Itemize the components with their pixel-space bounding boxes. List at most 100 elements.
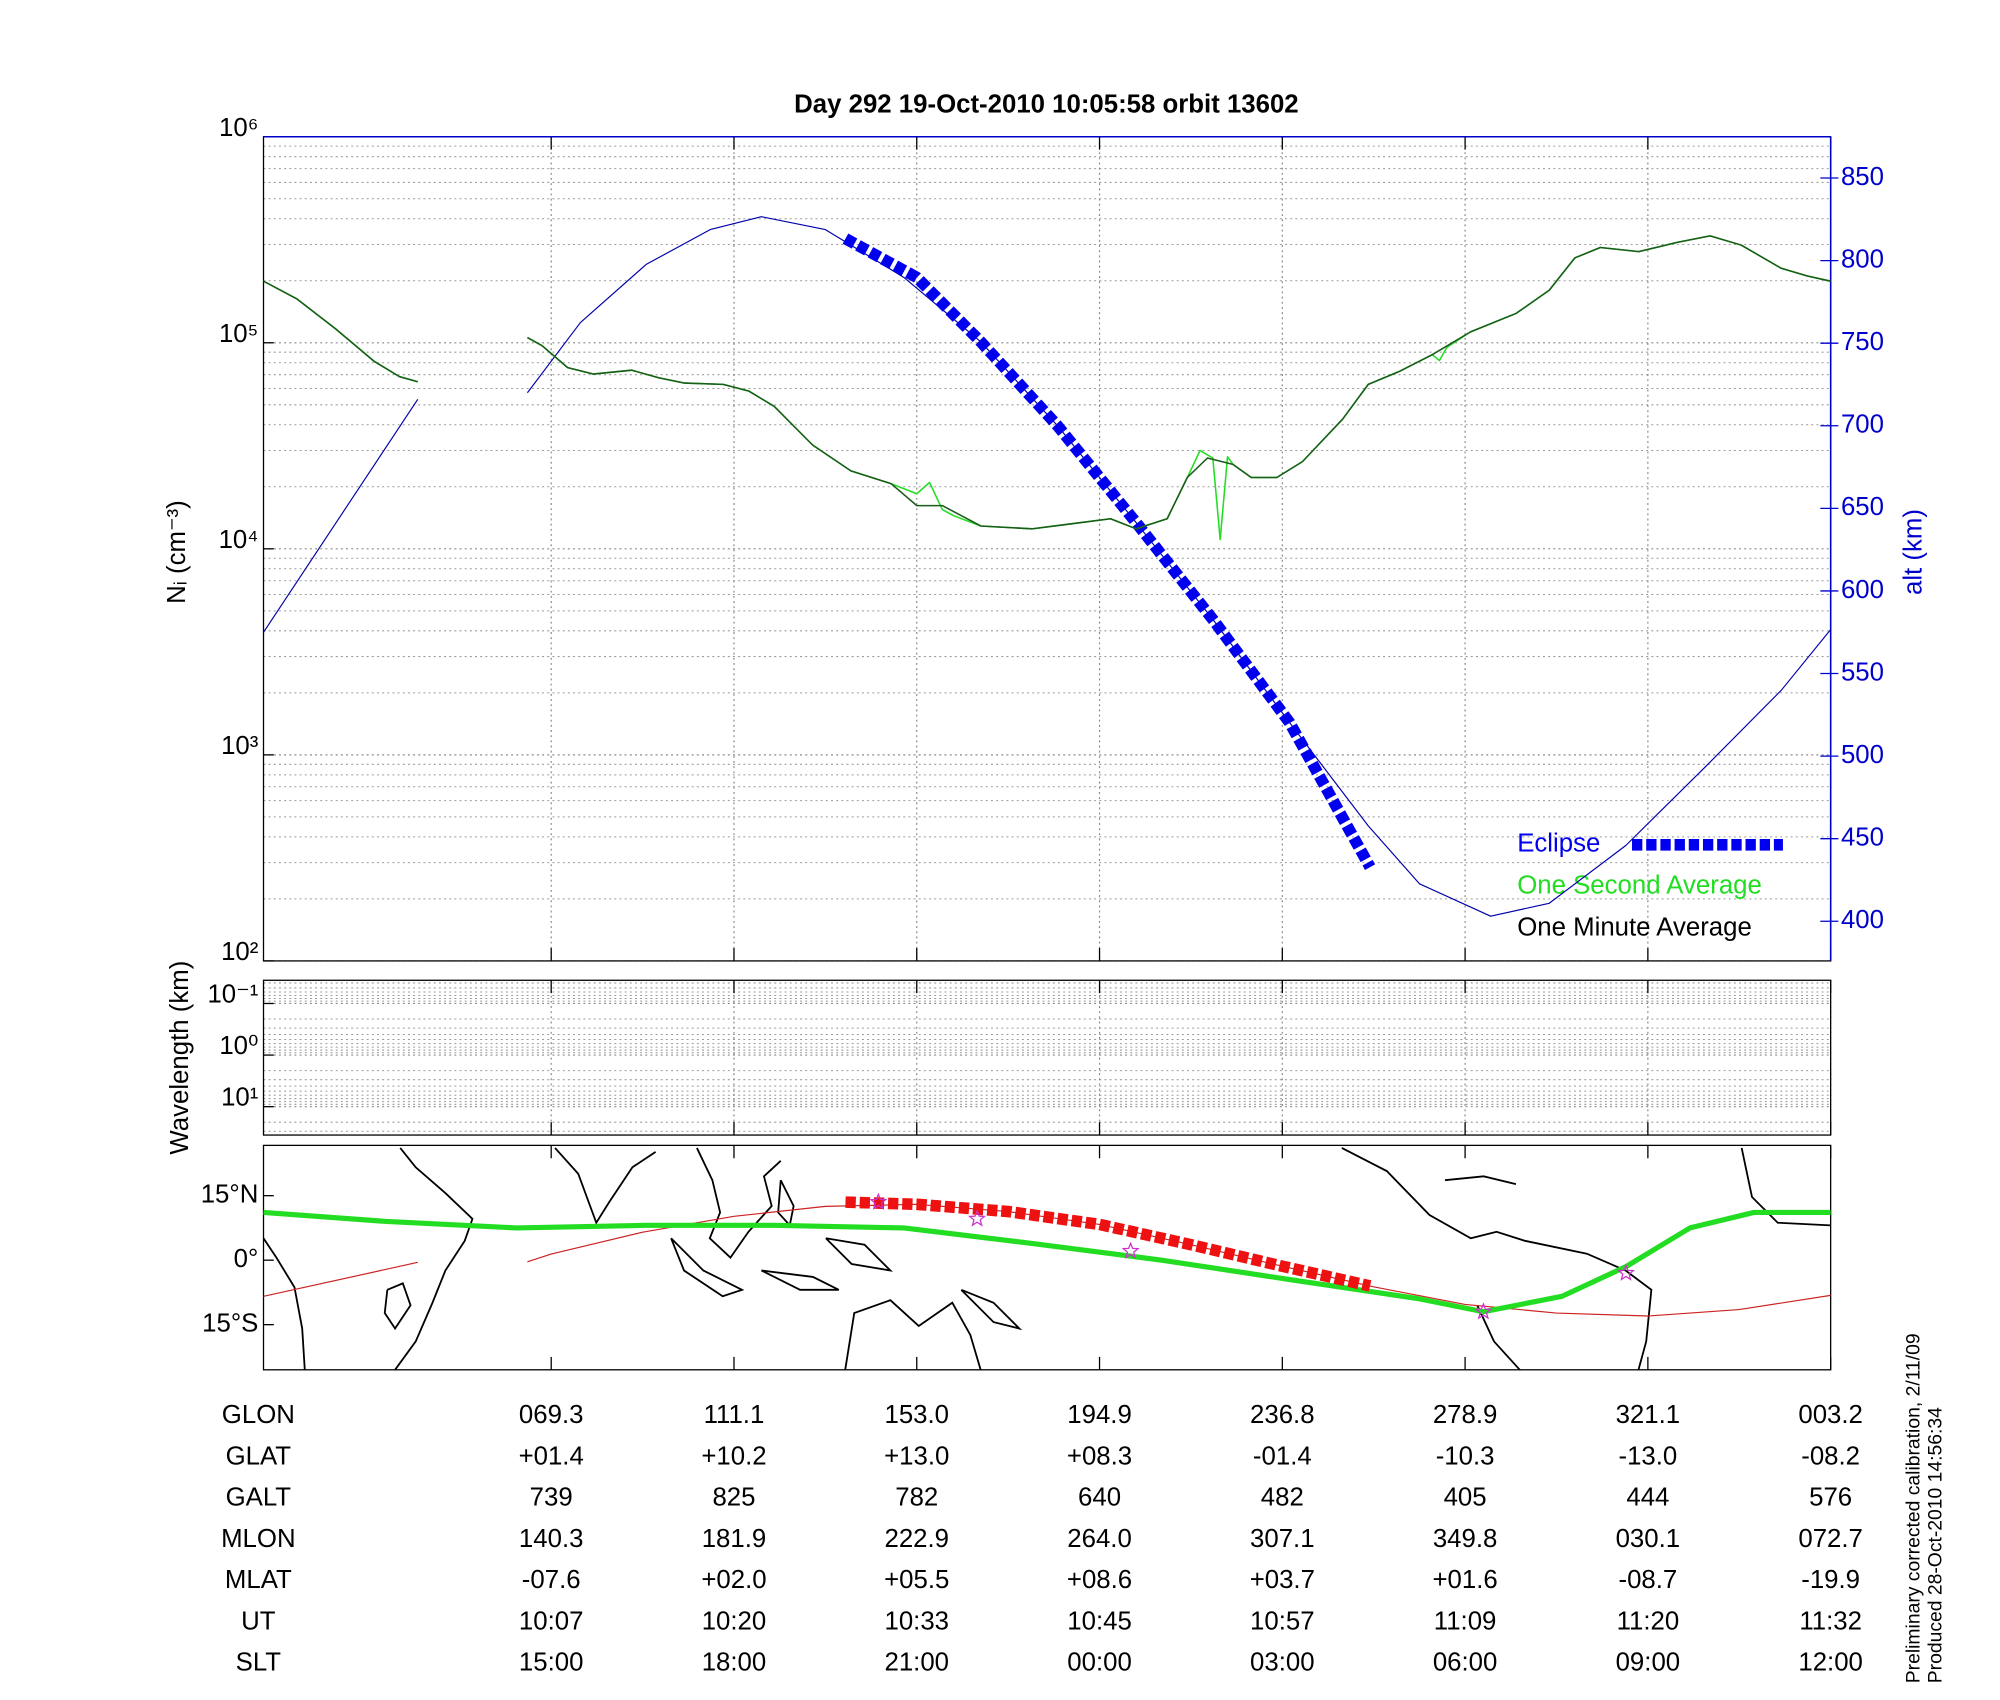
cell: 307.1 [1250,1525,1315,1553]
cell: 640 [1078,1484,1121,1512]
panel: 15°N 0° 15°S [201,1144,1832,1371]
y2-tick-label: 650 [1841,493,1884,521]
eclipse-markers [842,233,1376,870]
cell: +08.3 [1067,1442,1132,1470]
panel: 10⁻¹ 10⁰ 10¹ [207,979,1832,1136]
plot-frame [262,1144,1832,1371]
row-label: GALT [226,1484,292,1512]
cell: -08.7 [1618,1566,1677,1594]
series-group [263,1192,1831,1320]
series-line [263,1209,1831,1315]
cell: 739 [530,1484,573,1512]
cell: 10:45 [1067,1607,1132,1635]
y2-tick-label: 450 [1841,824,1884,852]
y-axis-label: Wavelength (km) [166,961,194,1155]
legend-label: One Minute Average [1517,913,1752,941]
star-marker [1474,1302,1493,1320]
cell: -13.0 [1618,1442,1677,1470]
eclipse-markers [845,1196,1372,1292]
y2-axis-label: alt (km) [1899,509,1927,595]
y2-tick-label: 400 [1841,906,1884,934]
cell: 11:32 [1799,1607,1862,1635]
row-label: GLAT [226,1442,292,1470]
cell: 194.9 [1067,1401,1132,1429]
cell: 482 [1261,1484,1304,1512]
y2-tick-label: 550 [1841,658,1884,686]
series-line [263,235,1831,541]
star-marker [1616,1263,1635,1281]
cell: 069.3 [519,1401,584,1429]
series-line [263,216,1831,917]
coastlines [263,1147,1831,1370]
series-group [263,216,1831,917]
cell: 140.3 [519,1525,584,1553]
cell: 030.1 [1616,1525,1681,1553]
series-line [263,235,1831,530]
cell: 405 [1444,1484,1487,1512]
y2-tick-label: 600 [1841,576,1884,604]
cell: +05.5 [884,1566,949,1594]
panel: 10² 10³ 10⁴ 10⁵ 10⁶ 400 450 500 550 600 650 700 750 8… [219,114,1884,966]
cell: +10.2 [701,1442,766,1470]
y2-tick-label: 500 [1841,741,1884,769]
cell: 444 [1626,1484,1669,1512]
cell: 278.9 [1433,1401,1498,1429]
cell: 181.9 [702,1525,767,1553]
cell: 21:00 [884,1649,949,1677]
cell: 003.2 [1798,1401,1863,1429]
legend-label: One Second Average [1517,872,1762,900]
y2-tick-label: 800 [1841,245,1884,273]
legend-label: Eclipse [1517,830,1600,858]
y-tick-label: 10⁻¹ [207,981,258,1009]
cell: 11:09 [1434,1607,1497,1635]
cell: 15:00 [519,1649,584,1677]
cell: 11:20 [1617,1607,1680,1635]
y-tick-label: 15°S [202,1309,258,1337]
row-label: GLON [222,1401,295,1429]
cell: 10:07 [519,1607,584,1635]
y-tick-label: 10⁰ [219,1032,258,1060]
y2-tick-label: 850 [1841,163,1884,191]
cell: 222.9 [884,1525,949,1553]
star-marker [869,1192,888,1210]
cell: -10.3 [1436,1442,1495,1470]
y-axis-label: Nᵢ (cm⁻³) [163,500,191,604]
footnote: Preliminary corrected calibration, 2/11/… [1903,1333,1925,1683]
cell: 12:00 [1798,1649,1863,1677]
row-label: MLAT [225,1566,292,1594]
row-label: SLT [236,1649,282,1677]
cell: 576 [1809,1484,1852,1512]
y2-tick-label: 700 [1841,411,1884,439]
cell: 782 [895,1484,938,1512]
cell: 825 [712,1484,755,1512]
footnote: Produced 28-Oct-2010 14:56:34 [1925,1407,1947,1683]
row-label: MLON [221,1525,295,1553]
y-tick-label: 10³ [221,732,259,760]
cell: -01.4 [1253,1442,1312,1470]
cell: 09:00 [1616,1649,1681,1677]
y2-tick-label: 750 [1841,328,1884,356]
cell: -19.9 [1801,1566,1860,1594]
y-tick-label: 10⁴ [219,526,259,554]
row-label: UT [241,1607,276,1635]
star-marker [967,1209,987,1227]
cell: -08.2 [1801,1442,1860,1470]
star-marker [1121,1241,1140,1259]
cell: +02.0 [701,1566,766,1594]
y-tick-label: 10⁶ [219,114,258,142]
cell: 06:00 [1433,1649,1498,1677]
cell: 10:20 [702,1607,767,1635]
cell: 111.1 [704,1401,765,1429]
cell: 321.1 [1616,1401,1681,1429]
cell: 153.0 [884,1401,949,1429]
cell: +01.6 [1432,1566,1497,1594]
plot-frame [262,979,1832,1136]
cell: 349.8 [1433,1525,1498,1553]
y-tick-label: 10¹ [221,1084,259,1112]
y-tick-label: 0° [234,1245,259,1273]
cell: 00:00 [1067,1649,1132,1677]
cell: +13.0 [884,1442,949,1470]
cell: 10:57 [1250,1607,1315,1635]
cell: 072.7 [1798,1525,1863,1553]
